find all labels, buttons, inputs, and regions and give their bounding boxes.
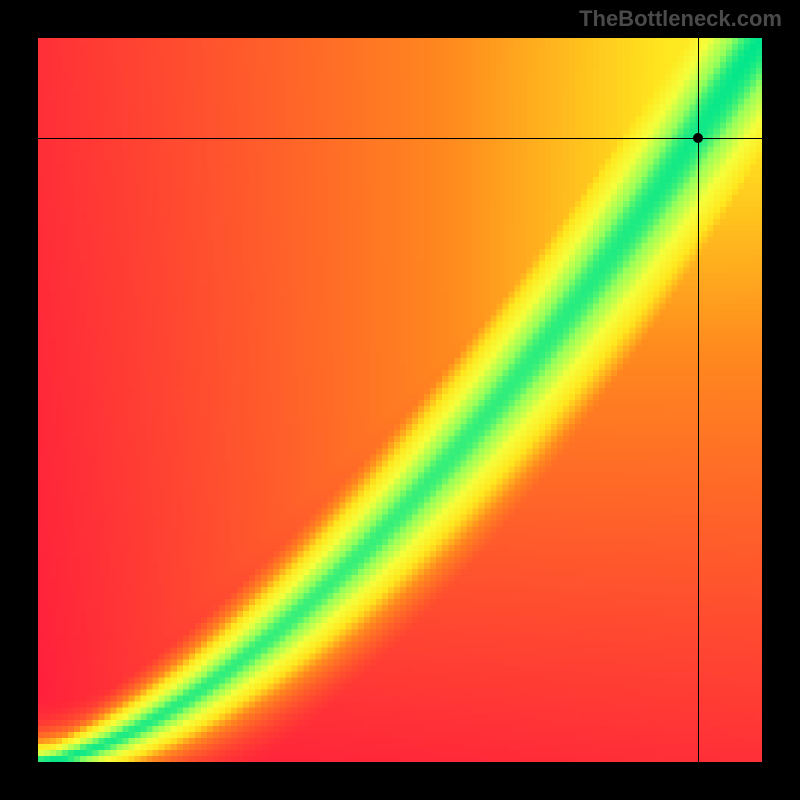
heatmap-plot bbox=[38, 38, 762, 762]
crosshair-horizontal bbox=[38, 138, 762, 139]
heatmap-canvas bbox=[38, 38, 762, 762]
watermark-text: TheBottleneck.com bbox=[579, 6, 782, 32]
crosshair-vertical bbox=[698, 38, 699, 762]
crosshair-marker bbox=[693, 133, 703, 143]
